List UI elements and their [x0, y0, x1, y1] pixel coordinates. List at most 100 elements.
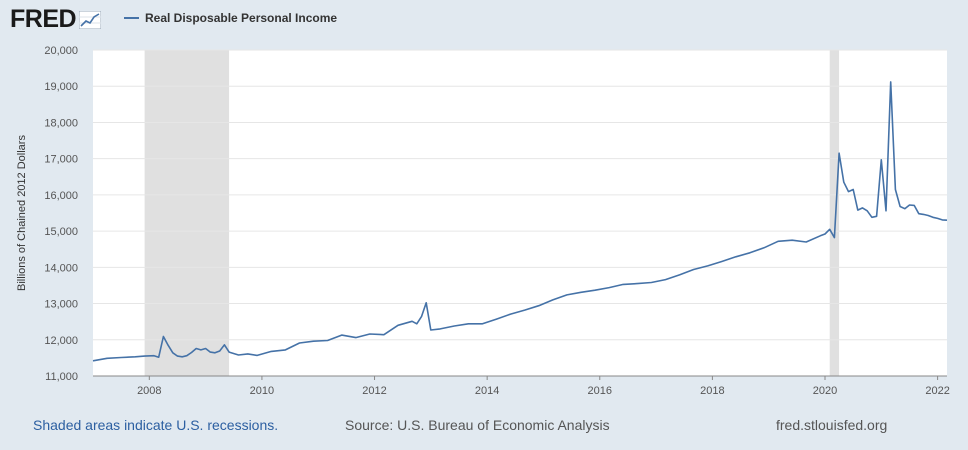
data-point: [134, 356, 136, 358]
data-point: [383, 334, 385, 336]
data-point: [927, 214, 929, 216]
fred-logo[interactable]: FRED: [10, 5, 102, 34]
data-point: [106, 357, 108, 359]
data-point: [749, 252, 751, 254]
source-note: Source: U.S. Bureau of Economic Analysis: [345, 417, 610, 433]
data-point: [692, 268, 694, 270]
data-point: [355, 336, 357, 338]
data-point: [763, 247, 765, 249]
data-point: [312, 340, 314, 342]
data-point: [636, 282, 638, 284]
data-point: [467, 323, 469, 325]
data-point: [411, 320, 413, 322]
y-tick-label: 18,000: [44, 117, 78, 129]
fred-logo-text: FRED: [10, 5, 77, 33]
y-tick-label: 11,000: [45, 371, 78, 383]
data-point: [904, 207, 906, 209]
data-point: [932, 216, 934, 218]
data-point: [608, 286, 610, 288]
data-point: [223, 344, 225, 346]
data-point: [594, 289, 596, 291]
x-tick-label: 2008: [137, 385, 161, 397]
data-point: [880, 159, 882, 161]
data-point: [866, 210, 868, 212]
data-point: [218, 350, 220, 352]
data-point: [186, 355, 188, 357]
data-point: [552, 299, 554, 301]
y-tick-label: 15,000: [44, 226, 78, 238]
data-point: [908, 204, 910, 206]
data-point: [214, 352, 216, 354]
data-point: [397, 324, 399, 326]
data-point: [326, 339, 328, 341]
data-point: [721, 260, 723, 262]
data-point: [922, 213, 924, 215]
data-point: [167, 344, 169, 346]
y-tick-label: 20,000: [44, 45, 78, 57]
data-point: [453, 325, 455, 327]
data-point: [120, 356, 122, 358]
y-tick-label: 19,000: [44, 81, 78, 93]
data-point: [523, 309, 525, 311]
data-point: [538, 305, 540, 307]
x-tick-label: 2012: [362, 385, 386, 397]
data-point: [650, 281, 652, 283]
data-point: [195, 347, 197, 349]
data-point: [941, 219, 943, 221]
data-point: [847, 190, 849, 192]
y-axis-title: Billions of Chained 2012 Dollars: [16, 135, 28, 291]
data-point: [833, 236, 835, 238]
data-point: [875, 215, 877, 217]
data-point: [885, 210, 887, 212]
data-point: [857, 209, 859, 211]
data-point: [284, 349, 286, 351]
data-point: [425, 302, 427, 304]
data-point: [936, 217, 938, 219]
y-tick-label: 16,000: [44, 190, 78, 202]
data-point: [791, 239, 793, 241]
data-point: [256, 354, 258, 356]
data-point: [270, 350, 272, 352]
chart-legend: Real Disposable Personal Income: [124, 11, 337, 25]
data-point: [838, 152, 840, 154]
data-point: [181, 356, 183, 358]
series-line: [92, 81, 948, 362]
y-tick-label: 13,000: [44, 299, 78, 311]
data-point: [153, 355, 155, 357]
line-chart: 11,000 12,000 13,000 14,000 15,000 16,000 17,0…: [16, 45, 950, 397]
data-point: [871, 216, 873, 218]
data-point: [416, 323, 418, 325]
data-point: [209, 351, 211, 353]
x-tick-label: 2020: [813, 385, 837, 397]
data-point: [247, 353, 249, 355]
x-tick-label: 2022: [925, 385, 949, 397]
data-point: [204, 347, 206, 349]
data-point: [664, 278, 666, 280]
data-point: [200, 349, 202, 351]
data-point: [369, 333, 371, 335]
data-point: [706, 265, 708, 267]
data-point: [157, 356, 159, 358]
data-point: [420, 315, 422, 317]
data-point: [843, 181, 845, 183]
source-url-link[interactable]: fred.stlouisfed.org: [776, 417, 888, 433]
legend-label: Real Disposable Personal Income: [145, 11, 338, 25]
data-point: [143, 355, 145, 357]
data-point: [228, 351, 230, 353]
data-point: [190, 351, 192, 353]
x-tick-label: 2018: [700, 385, 724, 397]
data-point: [162, 335, 164, 337]
data-point: [913, 204, 915, 206]
data-point: [237, 354, 239, 356]
data-point: [566, 294, 568, 296]
recession-shading: [144, 50, 840, 376]
data-point: [828, 228, 830, 230]
data-point: [852, 188, 854, 190]
data-point: [894, 188, 896, 190]
data-point: [622, 283, 624, 285]
data-point: [819, 235, 821, 237]
recession-band: [829, 50, 840, 376]
axes: 11,000 12,000 13,000 14,000 15,000 16,000 17,0…: [16, 45, 950, 397]
data-point: [824, 233, 826, 235]
data-point: [176, 355, 178, 357]
